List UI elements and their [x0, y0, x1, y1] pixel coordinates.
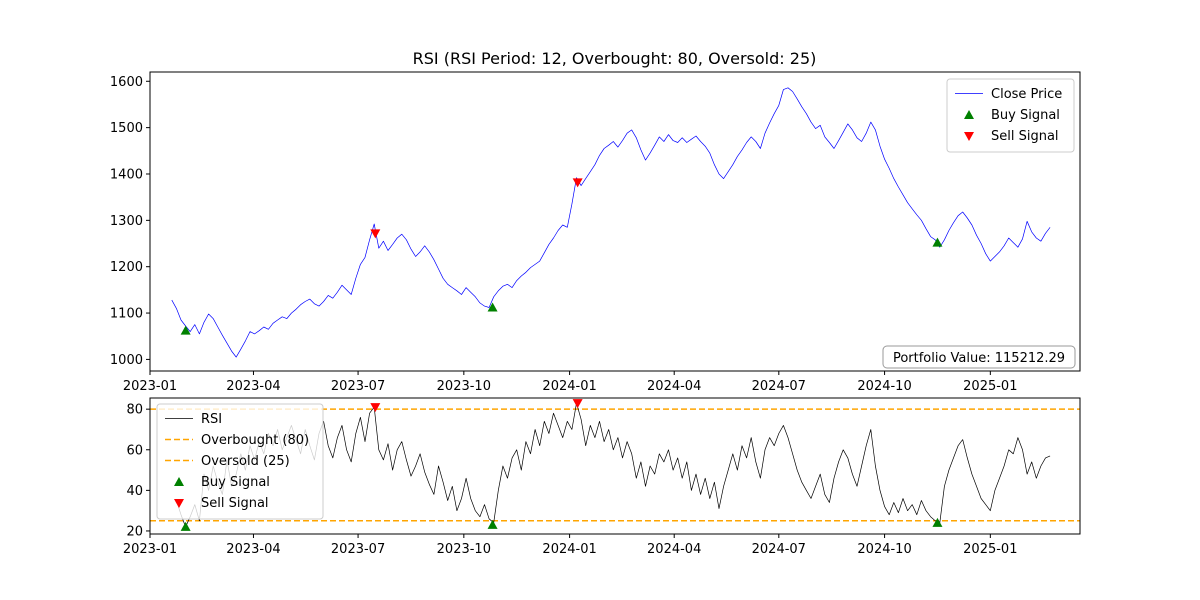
- rsi-marker-sell-0: [370, 403, 381, 413]
- rsi-xtick-label-5: 2024-04: [647, 542, 701, 557]
- rsi-legend-box: [156, 403, 324, 520]
- price-xtick-label-4: 2024-01: [542, 379, 596, 394]
- price-xtick-label-6: 2024-07: [752, 379, 806, 394]
- price-marker-buy-2: [932, 237, 943, 247]
- rsi-ytick-label-2: 60: [126, 443, 143, 458]
- rsi-xtick-label-3: 2023-10: [437, 542, 491, 557]
- price-ytick-label-2: 1200: [110, 260, 143, 275]
- price-xtick-label-7: 2024-10: [857, 379, 911, 394]
- price-xtick-label-3: 2023-10: [437, 379, 491, 394]
- rsi-axes-frame: [149, 397, 1081, 535]
- price-legend-label-0: Close Price: [991, 87, 1062, 102]
- rsi-legend-label-2: Oversold (25): [201, 454, 290, 469]
- price-legend-swatch-1: [964, 110, 974, 119]
- portfolio-value-box: [882, 345, 1076, 369]
- rsi-legend-label-3: Buy Signal: [201, 475, 270, 490]
- rsi-xtick-label-1: 2023-04: [226, 542, 280, 557]
- price-marker-buy-1: [487, 302, 498, 312]
- price-legend-label-2: Sell Signal: [991, 129, 1059, 144]
- rsi-ytick-label-3: 80: [126, 403, 143, 418]
- price-xtick-label-2: 2023-07: [331, 379, 385, 394]
- rsi-legend-label-0: RSI: [201, 412, 222, 427]
- price-marker-buy-0: [180, 325, 191, 335]
- rsi-xtick-label-8: 2025-01: [963, 542, 1017, 557]
- price-xtick-label-5: 2024-04: [647, 379, 701, 394]
- rsi-legend-swatch-3: [174, 477, 184, 486]
- rsi-marker-buy-0: [180, 521, 191, 531]
- rsi-ytick-label-0: 20: [126, 524, 143, 539]
- rsi-xtick-label-4: 2024-01: [542, 542, 596, 557]
- rsi-marker-sell-1: [572, 399, 583, 409]
- price-axes-frame: [149, 71, 1081, 372]
- price-legend-swatch-2: [964, 132, 974, 141]
- price-ytick-label-6: 1600: [110, 75, 143, 90]
- price-ytick-label-1: 1100: [110, 307, 143, 322]
- rsi-ytick-label-1: 40: [126, 484, 143, 499]
- price-ytick-label-0: 1000: [110, 353, 143, 368]
- price-marker-sell-0: [370, 229, 381, 239]
- price-ytick-label-5: 1500: [110, 121, 143, 136]
- portfolio-value-label: Portfolio Value: 115212.29: [893, 351, 1065, 366]
- price-xtick-label-0: 2023-01: [123, 379, 177, 394]
- price-ytick-label-3: 1300: [110, 214, 143, 229]
- rsi-legend-label-4: Sell Signal: [201, 496, 269, 511]
- price-ytick-label-4: 1400: [110, 167, 143, 182]
- rsi-xtick-label-6: 2024-07: [752, 542, 806, 557]
- rsi-xtick-label-2: 2023-07: [331, 542, 385, 557]
- rsi-marker-buy-2: [932, 517, 943, 527]
- price-xtick-label-1: 2023-04: [226, 379, 280, 394]
- rsi-xtick-label-0: 2023-01: [123, 542, 177, 557]
- price-legend-box: [946, 78, 1075, 153]
- price-xtick-label-8: 2025-01: [963, 379, 1017, 394]
- price-marker-sell-1: [572, 178, 583, 188]
- price-series-line-0: [171, 87, 1051, 358]
- rsi-marker-buy-1: [487, 519, 498, 529]
- rsi-legend-label-1: Overbought (80): [201, 433, 309, 448]
- chart-title: RSI (RSI Period: 12, Overbought: 80, Ove…: [413, 49, 817, 68]
- rsi-legend-swatch-4: [174, 499, 184, 508]
- rsi-xtick-label-7: 2024-10: [857, 542, 911, 557]
- price-legend-label-1: Buy Signal: [991, 108, 1060, 123]
